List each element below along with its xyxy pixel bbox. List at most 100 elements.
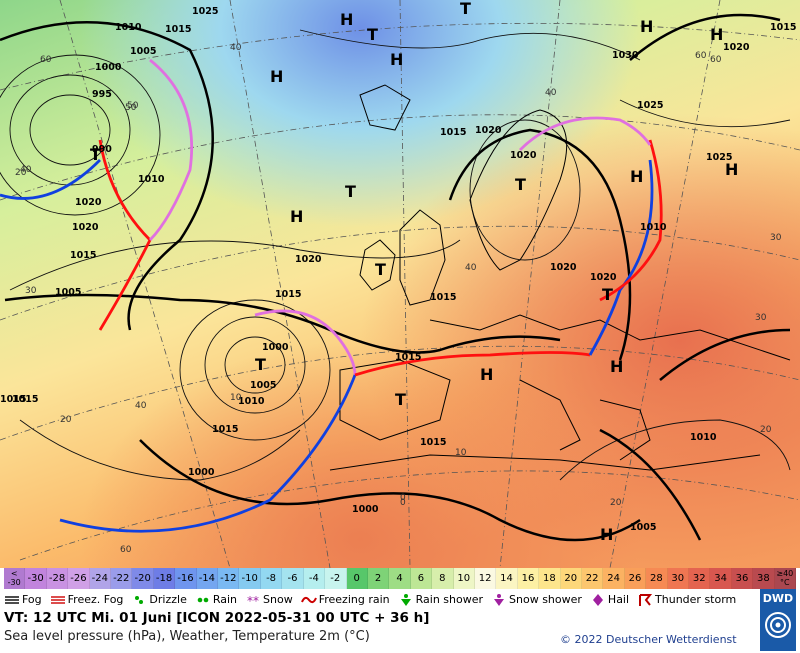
legend-label: Drizzle (149, 593, 187, 606)
isotherm-label: 20 (60, 415, 72, 425)
drizzle-icon (131, 593, 147, 607)
isobar-label: 1015 (0, 394, 26, 405)
low-pressure-label: T (460, 0, 471, 18)
copyright: © 2022 Deutscher Wetterdienst (560, 633, 737, 646)
isobar-label: 1000 (188, 467, 215, 478)
scale-cell: -22 (111, 568, 133, 589)
high-pressure-label: H (710, 25, 723, 44)
rain-shower-icon (398, 593, 414, 607)
low-pressure-label: T (515, 175, 526, 194)
isobar-label: 1005 (130, 46, 156, 57)
isobars-bold (0, 13, 791, 542)
isobar-label: 1015 (430, 292, 456, 303)
occluded-front-biscay (254, 309, 357, 376)
isotherm-label: 50 (125, 103, 137, 113)
snow-icon: * * (245, 593, 261, 608)
low-pressure-label: T (90, 145, 101, 164)
isobar-label: 1020 (723, 42, 750, 53)
scale-cell: 38 (753, 568, 775, 589)
legend-label: Snow shower (509, 593, 582, 606)
scale-cell: -26 (68, 568, 90, 589)
isobar-label: 1015 (395, 352, 421, 363)
scale-cell: -10 (239, 568, 261, 589)
freezing-fog-icon (50, 593, 66, 607)
dwd-logo: DWD (760, 589, 796, 651)
high-pressure-label: H (630, 167, 643, 186)
scale-cell: 4 (389, 568, 411, 589)
high-pressure-label: H (600, 525, 613, 544)
scale-cell: 36 (731, 568, 754, 589)
isobar-label: 995 (92, 89, 112, 100)
isotherm-label: 30 (755, 313, 767, 323)
isotherm-label: 40 (230, 43, 242, 53)
legend-item: Thunder storm (637, 593, 736, 607)
thunderstorm-icon (637, 593, 653, 607)
isotherm-label: 60 (40, 55, 52, 65)
legend-label: Fog (22, 593, 42, 606)
isobar-label: 1010 (138, 174, 165, 185)
isobar-label: 1015 (212, 424, 238, 435)
hot-area-south (0, 0, 800, 568)
scale-cell: 8 (432, 568, 454, 589)
isobar-label: 1020 (550, 262, 577, 273)
fog-icon (4, 593, 20, 607)
legend-item: * * Snow (245, 593, 293, 608)
low-pressure-label: T (255, 355, 266, 374)
scale-cell: 20 (560, 568, 582, 589)
svg-text:*: * (247, 594, 253, 607)
scale-cell: -24 (89, 568, 112, 589)
scale-cell: 2 (367, 568, 390, 589)
isotherm-label: 20 (760, 425, 772, 435)
isobar-label: 1005 (250, 380, 276, 391)
scale-cell: 14 (496, 568, 518, 589)
isobar-label: 1015 (440, 127, 466, 138)
footer: VT: 12 UTC Mi. 01 Juni [ICON 2022-05-31 … (4, 610, 744, 644)
legend-item: Fog (4, 593, 42, 607)
legend-item: Freez. Fog (50, 593, 123, 607)
scale-cell: ≥40 °C (774, 568, 797, 589)
isobar-label: 1015 (275, 289, 301, 300)
scale-cell: 6 (410, 568, 433, 589)
legend-item: Snow shower (491, 593, 582, 607)
isobar-label: 1010 (690, 432, 717, 443)
fronts (0, 58, 663, 533)
low-pressure-label: T (375, 260, 386, 279)
isotherm-label: 40 (465, 263, 477, 273)
coastlines (329, 84, 791, 471)
scale-cell: < -30 (4, 568, 26, 589)
occluded-front-north (149, 58, 194, 241)
scale-cell: -20 (132, 568, 154, 589)
cold-front-iberia (59, 374, 357, 533)
scale-cell: -28 (46, 568, 69, 589)
dwd-logo-text: DWD (762, 592, 794, 605)
isobar-label: 1020 (590, 272, 617, 283)
isobar-label: 1015 (165, 24, 191, 35)
isobar-label: 1015 (12, 394, 38, 405)
isotherm-label: 30 (770, 233, 782, 243)
isotherm-label: 60 (120, 545, 132, 555)
scale-cell: 12 (474, 568, 497, 589)
temperature-scale: < -30 -30 -28 -26 -24 -22 -20 -18 -16 -14 -12 -10 -8… (4, 568, 797, 589)
scale-cell: 28 (646, 568, 668, 589)
isotherm-label: 60 (695, 51, 707, 61)
isotherm-label: 20 (15, 168, 27, 178)
legend-label: Snow (263, 593, 293, 606)
scale-cell: 30 (667, 568, 689, 589)
low-pressure-label: T (602, 285, 613, 304)
scale-cell: 22 (581, 568, 604, 589)
isotherm-label: 20 (610, 498, 622, 508)
high-pressure-label: H (725, 160, 738, 179)
low-pressure-label: T (395, 390, 406, 409)
isobar-label: 1025 (706, 152, 732, 163)
isotherm-label: 60 (710, 55, 722, 65)
isobar-label: 1000 (352, 504, 379, 515)
valid-time: VT: 12 UTC Mi. 01 Juni [ICON 2022-05-31 … (4, 610, 430, 626)
high-pressure-label: H (480, 365, 493, 384)
scale-cell: 16 (517, 568, 540, 589)
isobar-label: 1020 (475, 125, 502, 136)
high-pressure-label: H (610, 357, 623, 376)
high-pressure-label: H (270, 67, 283, 86)
isobar-label: 1030 (612, 50, 639, 61)
isobar-label: 1020 (295, 254, 322, 265)
